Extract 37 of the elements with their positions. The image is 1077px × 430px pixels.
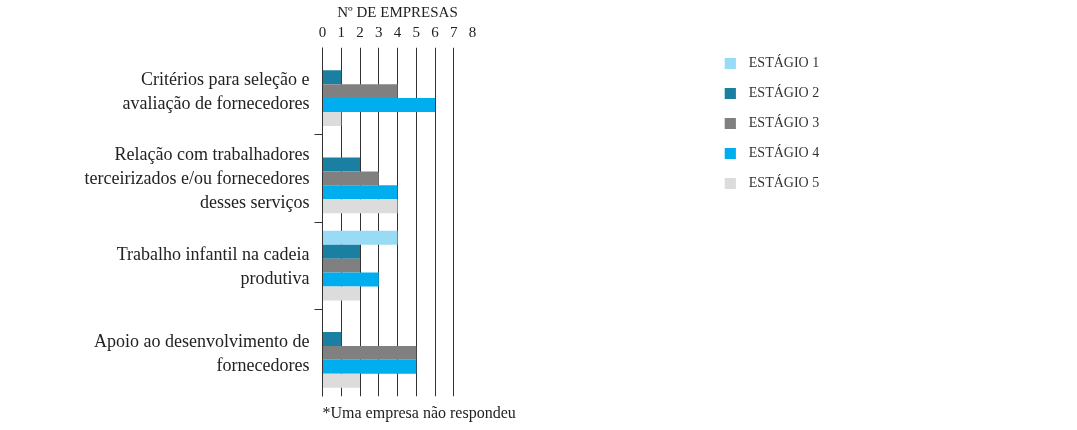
bar <box>322 258 360 273</box>
legend-label: ESTÁGIO 3 <box>748 115 820 131</box>
x-tick-label: 2 <box>356 23 364 40</box>
bar <box>322 244 360 259</box>
y-tick-label: Apoio ao desenvolvimento de fornecedores <box>94 330 310 375</box>
bar <box>322 331 342 346</box>
bar <box>322 70 342 85</box>
x-tick-label: 5 <box>412 23 420 40</box>
x-tick-label: 3 <box>375 23 383 40</box>
x-tick-label: 4 <box>393 23 402 40</box>
x-tick-label: 7 <box>450 23 458 40</box>
x-tick-label: 1 <box>337 23 345 40</box>
text: *Uma empresa não respondeu <box>322 403 516 422</box>
x-tick-label: 8 <box>468 23 477 40</box>
bar <box>322 84 398 99</box>
bar <box>322 373 360 388</box>
y-tick-label: Trabalho infantil na cadeia produtiva <box>116 243 310 288</box>
x-axis-title: Nº DE EMPRESAS <box>337 3 458 20</box>
bar <box>322 359 417 374</box>
y-tick-label: Critérios para seleção e avaliação de fornecedores <box>122 69 310 114</box>
bar <box>322 98 435 113</box>
bar <box>322 157 360 172</box>
bar <box>322 199 398 214</box>
legend-label: ESTÁGIO 5 <box>748 175 820 191</box>
bar <box>322 112 342 127</box>
y-tick-label: Relação com trabalhadores terceirizados e/ou fornecedores desses serviços <box>84 144 310 213</box>
x-tick-label: 0 <box>318 23 327 40</box>
x-tick-label: 6 <box>431 23 440 40</box>
bar <box>322 185 398 200</box>
bar <box>322 286 360 301</box>
legend-label: ESTÁGIO 4 <box>748 145 820 161</box>
bar <box>322 230 398 245</box>
bar <box>322 171 379 186</box>
bar <box>322 345 417 360</box>
legend-label: ESTÁGIO 1 <box>748 55 820 71</box>
legend-label: ESTÁGIO 2 <box>748 85 820 101</box>
bar <box>322 272 379 287</box>
